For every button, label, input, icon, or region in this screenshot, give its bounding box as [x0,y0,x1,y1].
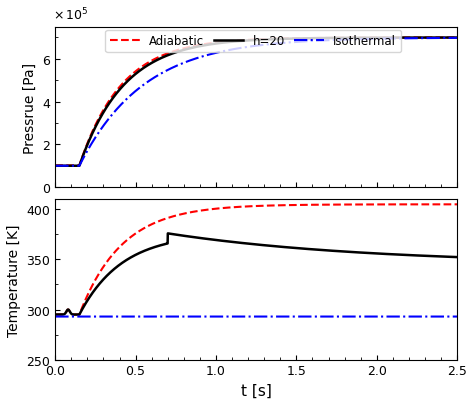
Isothermal [442,36,448,41]
Adiabatic [53,164,58,168]
Adiabatic [76,164,82,168]
Adiabatic [443,36,448,41]
Line: Adiabatic: Adiabatic [55,38,457,166]
Y-axis label: Temperature [K]: Temperature [K] [7,224,21,336]
Text: $\times\,10^5$: $\times\,10^5$ [53,6,89,23]
Line: Isothermal: Isothermal [55,39,457,166]
h=20 [442,36,448,41]
Isothermal [73,164,79,169]
Isothermal [237,47,243,51]
Isothermal [443,36,448,41]
Adiabatic [248,38,254,43]
Adiabatic [73,164,79,168]
h=20 [53,164,58,169]
h=20 [369,36,374,41]
Adiabatic [443,36,448,41]
h=20 [73,164,79,169]
Adiabatic [237,39,243,44]
h=20 [454,36,460,41]
Isothermal [369,37,374,42]
Isothermal [454,36,460,41]
Adiabatic [369,36,375,41]
h=20 [443,36,448,41]
Isothermal [248,45,254,50]
Isothermal [53,164,58,169]
Y-axis label: Pressrue [Pa]: Pressrue [Pa] [23,62,37,153]
h=20 [237,39,243,44]
Line: h=20: h=20 [55,38,457,166]
h=20 [248,39,254,44]
X-axis label: t [s]: t [s] [241,383,272,398]
Legend: Adiabatic, h=20, Isothermal: Adiabatic, h=20, Isothermal [105,30,401,53]
Adiabatic [454,36,460,41]
